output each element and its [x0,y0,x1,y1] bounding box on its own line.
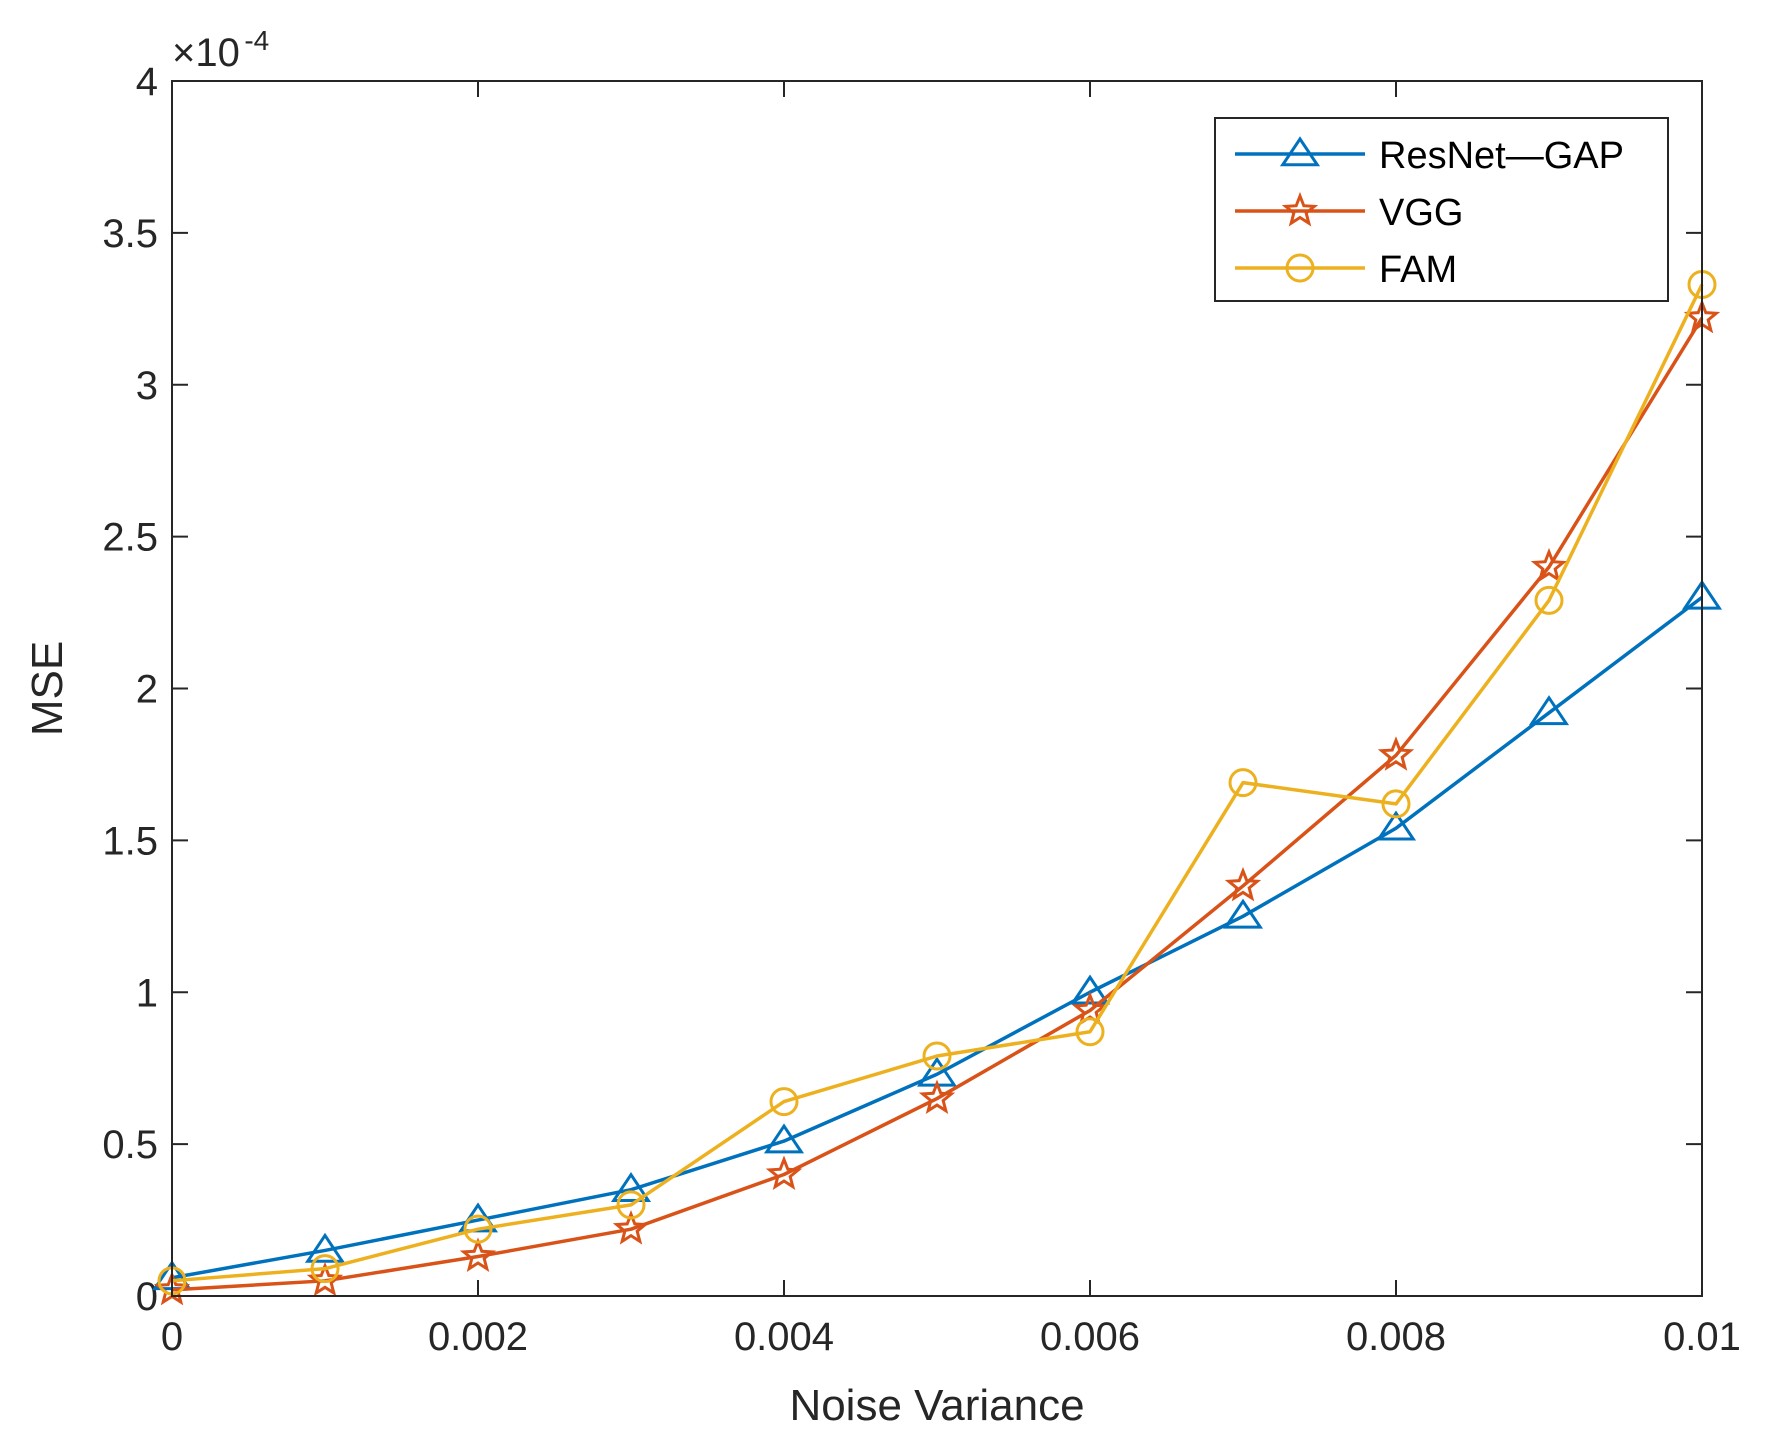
data-point-fam [1228,768,1258,798]
data-point-fam [1381,789,1411,819]
data-point-fam [310,1254,340,1284]
series-resnet-gap [151,579,1723,1291]
data-point-fam [1075,1017,1105,1047]
x-tick-label: 0.004 [734,1315,834,1359]
data-point-fam [769,1087,799,1117]
legend-marker-vgg [1281,191,1319,227]
legend: ResNet—GAP VGG FAM [1214,117,1669,302]
legend-entry-fam: FAM [1235,249,1457,291]
data-point-vgg [612,1210,650,1245]
data-point-resnet-gap [610,1171,652,1202]
y-tick-label: 2.5 [102,516,158,560]
y-tick-label: 0 [136,1275,158,1319]
data-point-vgg [1224,866,1262,902]
data-point-fam [463,1214,493,1244]
series-fam [157,270,1717,1296]
series-line-vgg [171,317,1704,1292]
y-tick-label: 4 [136,60,158,104]
y-axis-label: MSE [23,641,72,736]
axis-exponent-base: ×10 [172,31,240,75]
legend-label-fam: FAM [1379,249,1457,291]
y-tick-label: 0.5 [102,1123,158,1167]
x-tick-label: 0.002 [428,1315,528,1359]
data-point-resnet-gap [304,1232,346,1263]
data-point-vgg [1530,547,1568,583]
legend-label-vgg: VGG [1379,192,1463,234]
data-point-resnet-gap [1375,810,1417,841]
axis-exponent-label: ×10 -4 [172,25,269,75]
legend-marker-resnet-gap [1279,136,1321,167]
x-tick-label: 0 [161,1315,183,1359]
y-tick-label: 3 [136,364,158,408]
legend-marker-fam [1285,253,1315,283]
x-axis-label: Noise Variance [789,1381,1084,1430]
data-point-fam [1534,585,1564,615]
data-point-vgg [1071,991,1109,1026]
y-tick-label: 1 [136,971,158,1015]
axis-exponent-power: -4 [244,25,269,56]
data-point-resnet-gap [1069,974,1111,1005]
data-point-resnet-gap [763,1123,805,1154]
data-point-fam [616,1190,646,1220]
x-tick-label: 0.008 [1346,1315,1446,1359]
series-line-resnet-gap [171,595,1704,1280]
legend-entry-resnet-gap: ResNet—GAP [1235,135,1624,177]
series-line-fam [171,283,1704,1283]
legend-label-resnet-gap: ResNet—GAP [1379,135,1624,177]
y-tick-label: 3.5 [102,212,158,256]
y-tick-label: 1.5 [102,819,158,863]
data-point-vgg [918,1079,956,1115]
y-tick-label: 2 [136,668,158,712]
data-point-vgg [1377,736,1415,771]
data-point-vgg [459,1237,497,1272]
data-point-resnet-gap [1528,695,1570,726]
data-point-vgg [765,1155,803,1190]
data-point-fam [922,1041,952,1071]
axes-box [171,80,1703,1297]
x-tick-label: 0.006 [1040,1315,1140,1359]
data-point-resnet-gap [1222,898,1264,929]
x-tick-label: 0.01 [1663,1315,1741,1359]
legend-entry-vgg: VGG [1235,191,1463,234]
